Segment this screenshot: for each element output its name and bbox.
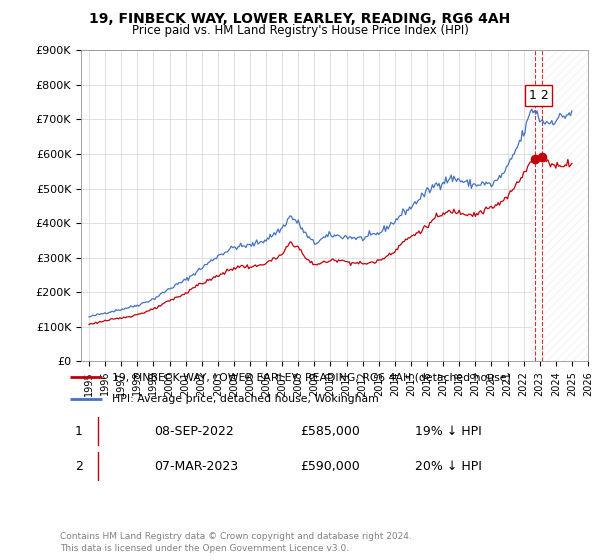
Bar [532,50,588,361]
Text: £590,000: £590,000 [300,460,360,473]
Text: Price paid vs. HM Land Registry's House Price Index (HPI): Price paid vs. HM Land Registry's House … [131,24,469,36]
Text: HPI: Average price, detached house, Wokingham: HPI: Average price, detached house, Woki… [112,394,379,404]
Text: £585,000: £585,000 [300,425,360,438]
Text: 1: 1 [75,425,83,438]
Text: 19, FINBECK WAY, LOWER EARLEY, READING, RG6 4AH: 19, FINBECK WAY, LOWER EARLEY, READING, … [89,12,511,26]
Text: 2: 2 [75,460,83,473]
Text: 20% ↓ HPI: 20% ↓ HPI [415,460,482,473]
Text: 19, FINBECK WAY, LOWER EARLEY, READING, RG6 4AH (detached house): 19, FINBECK WAY, LOWER EARLEY, READING, … [112,372,511,382]
Text: 19% ↓ HPI: 19% ↓ HPI [415,425,482,438]
Bar [532,50,588,361]
Bar [532,50,588,361]
Text: 08-SEP-2022: 08-SEP-2022 [154,425,234,438]
Text: 07-MAR-2023: 07-MAR-2023 [154,460,238,473]
Text: 1 2: 1 2 [529,89,548,102]
Text: Contains HM Land Registry data © Crown copyright and database right 2024.
This d: Contains HM Land Registry data © Crown c… [60,533,412,553]
